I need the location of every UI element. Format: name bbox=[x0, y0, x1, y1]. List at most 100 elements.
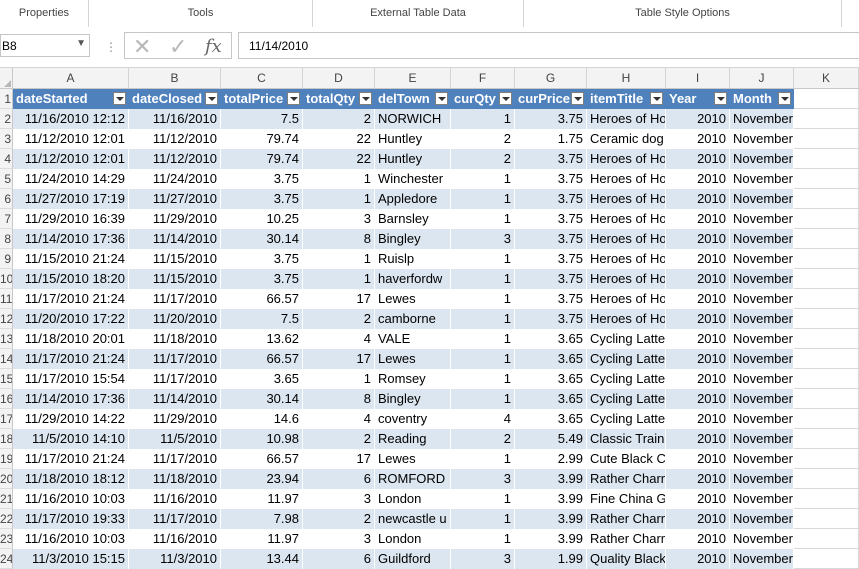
table-cell[interactable]: Ruislp bbox=[375, 249, 451, 269]
column-header-k[interactable]: K bbox=[794, 68, 859, 89]
table-cell[interactable]: November bbox=[730, 429, 794, 449]
table-cell[interactable]: 1.75 bbox=[515, 129, 587, 149]
table-cell[interactable]: 3 bbox=[451, 469, 515, 489]
table-cell[interactable]: 11/17/2010 15:54 bbox=[13, 369, 129, 389]
column-header-h[interactable]: H bbox=[587, 68, 666, 89]
table-cell[interactable]: 17 bbox=[303, 449, 375, 469]
table-cell[interactable]: 14.6 bbox=[221, 409, 303, 429]
column-header-c[interactable]: C bbox=[221, 68, 303, 89]
table-cell[interactable]: Cycling Latte bbox=[587, 329, 666, 349]
empty-cell[interactable] bbox=[794, 289, 859, 309]
table-cell[interactable]: 2 bbox=[303, 429, 375, 449]
table-cell[interactable]: 3 bbox=[451, 229, 515, 249]
table-cell[interactable]: 3.75 bbox=[515, 209, 587, 229]
table-cell[interactable]: 3 bbox=[303, 209, 375, 229]
table-cell[interactable]: 11/3/2010 15:15 bbox=[13, 549, 129, 569]
table-cell[interactable]: 1 bbox=[451, 209, 515, 229]
table-cell[interactable]: 11/12/2010 bbox=[129, 149, 221, 169]
row-header[interactable]: 9 bbox=[0, 249, 13, 269]
table-cell[interactable]: 3.75 bbox=[515, 269, 587, 289]
table-cell[interactable]: 2010 bbox=[666, 409, 730, 429]
table-cell[interactable]: 1 bbox=[451, 449, 515, 469]
empty-cell[interactable] bbox=[794, 329, 859, 349]
table-cell[interactable]: Heroes of Ho bbox=[587, 309, 666, 329]
table-cell[interactable]: Cycling Latte bbox=[587, 369, 666, 389]
table-cell[interactable]: 4 bbox=[303, 329, 375, 349]
table-cell[interactable]: Barnsley bbox=[375, 209, 451, 229]
table-cell[interactable]: 30.14 bbox=[221, 229, 303, 249]
table-cell[interactable]: Rather Charr bbox=[587, 509, 666, 529]
table-cell[interactable]: Heroes of Ho bbox=[587, 289, 666, 309]
table-cell[interactable]: 1 bbox=[303, 169, 375, 189]
table-cell[interactable]: 11/18/2010 bbox=[129, 469, 221, 489]
table-cell[interactable]: 1 bbox=[451, 389, 515, 409]
empty-cell[interactable] bbox=[794, 549, 859, 569]
table-cell[interactable]: NORWICH bbox=[375, 109, 451, 129]
table-cell[interactable]: 2010 bbox=[666, 169, 730, 189]
filter-dropdown-icon[interactable] bbox=[359, 92, 372, 105]
table-cell[interactable]: 2010 bbox=[666, 309, 730, 329]
table-cell[interactable]: 2 bbox=[451, 129, 515, 149]
empty-cell[interactable] bbox=[794, 529, 859, 549]
table-cell[interactable]: November bbox=[730, 129, 794, 149]
row-header[interactable]: 19 bbox=[0, 449, 13, 469]
table-cell[interactable]: 1 bbox=[451, 249, 515, 269]
insert-function-icon[interactable]: fx bbox=[205, 36, 222, 57]
table-cell[interactable]: November bbox=[730, 369, 794, 389]
table-cell[interactable]: 1 bbox=[451, 169, 515, 189]
table-header-cell[interactable]: Year bbox=[666, 89, 730, 109]
table-header-cell[interactable]: dateStarted bbox=[13, 89, 129, 109]
table-cell[interactable]: 11/16/2010 bbox=[129, 109, 221, 129]
empty-cell[interactable] bbox=[794, 169, 859, 189]
column-header-b[interactable]: B bbox=[129, 68, 221, 89]
table-cell[interactable]: 11/29/2010 16:39 bbox=[13, 209, 129, 229]
table-cell[interactable]: 13.44 bbox=[221, 549, 303, 569]
table-cell[interactable]: 3.99 bbox=[515, 509, 587, 529]
empty-cell[interactable] bbox=[794, 129, 859, 149]
empty-cell[interactable] bbox=[794, 469, 859, 489]
table-cell[interactable]: 11/18/2010 bbox=[129, 329, 221, 349]
row-header[interactable]: 3 bbox=[0, 129, 13, 149]
table-cell[interactable]: 11/17/2010 bbox=[129, 449, 221, 469]
table-cell[interactable]: 1 bbox=[451, 269, 515, 289]
table-header-cell[interactable]: curQty bbox=[451, 89, 515, 109]
table-cell[interactable]: 11/17/2010 21:24 bbox=[13, 289, 129, 309]
table-cell[interactable]: 3.75 bbox=[515, 169, 587, 189]
table-cell[interactable]: 3.75 bbox=[221, 169, 303, 189]
table-cell[interactable]: 3.75 bbox=[515, 189, 587, 209]
table-cell[interactable]: 1 bbox=[451, 189, 515, 209]
table-cell[interactable]: 1 bbox=[451, 329, 515, 349]
filter-dropdown-icon[interactable] bbox=[499, 92, 512, 105]
table-cell[interactable]: 2 bbox=[303, 509, 375, 529]
empty-cell[interactable] bbox=[794, 209, 859, 229]
empty-cell[interactable] bbox=[794, 509, 859, 529]
table-cell[interactable]: November bbox=[730, 169, 794, 189]
table-cell[interactable]: Cycling Latte bbox=[587, 349, 666, 369]
table-cell[interactable]: 11/15/2010 21:24 bbox=[13, 249, 129, 269]
table-cell[interactable]: 11/17/2010 bbox=[129, 509, 221, 529]
table-cell[interactable]: Heroes of Ho bbox=[587, 189, 666, 209]
table-cell[interactable]: Ceramic dog bbox=[587, 129, 666, 149]
column-header-j[interactable]: J bbox=[730, 68, 794, 89]
table-cell[interactable]: 3.99 bbox=[515, 489, 587, 509]
table-cell[interactable]: 2010 bbox=[666, 129, 730, 149]
empty-cell[interactable] bbox=[794, 309, 859, 329]
row-header[interactable]: 10 bbox=[0, 269, 13, 289]
table-cell[interactable]: 11.97 bbox=[221, 489, 303, 509]
empty-cell[interactable] bbox=[794, 429, 859, 449]
table-cell[interactable]: 3.75 bbox=[515, 229, 587, 249]
row-header[interactable]: 16 bbox=[0, 389, 13, 409]
table-cell[interactable]: November bbox=[730, 409, 794, 429]
table-cell[interactable]: 2010 bbox=[666, 469, 730, 489]
table-cell[interactable]: 2010 bbox=[666, 269, 730, 289]
table-cell[interactable]: 3 bbox=[303, 489, 375, 509]
table-cell[interactable]: 3.75 bbox=[221, 269, 303, 289]
table-cell[interactable]: 11/16/2010 10:03 bbox=[13, 489, 129, 509]
table-cell[interactable]: 11/20/2010 bbox=[129, 309, 221, 329]
table-cell[interactable]: November bbox=[730, 469, 794, 489]
row-header[interactable]: 5 bbox=[0, 169, 13, 189]
table-cell[interactable]: 11/24/2010 bbox=[129, 169, 221, 189]
table-cell[interactable]: 2010 bbox=[666, 329, 730, 349]
table-cell[interactable]: 2010 bbox=[666, 509, 730, 529]
column-header-f[interactable]: F bbox=[451, 68, 515, 89]
